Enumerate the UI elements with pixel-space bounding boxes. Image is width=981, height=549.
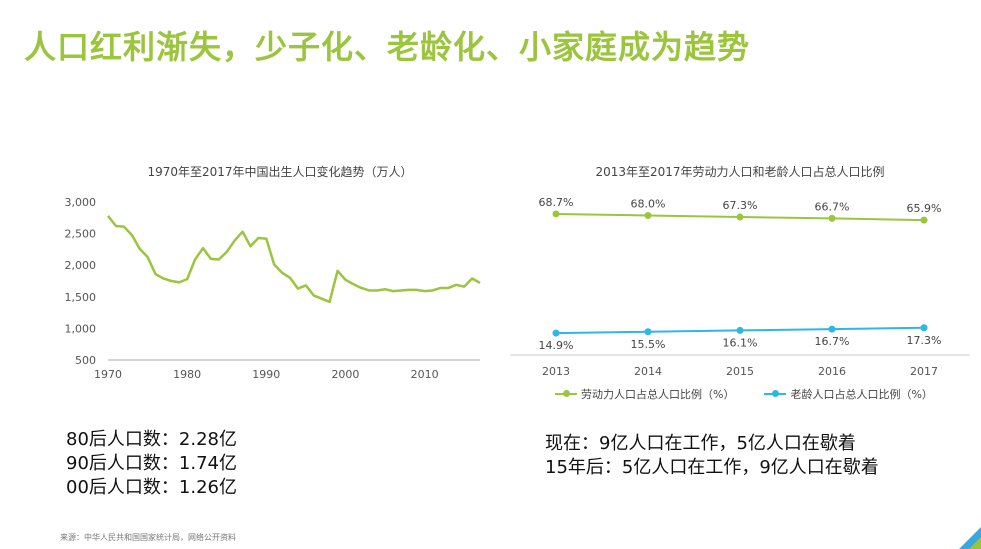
- x-tick-label: 2014: [634, 365, 662, 378]
- elderly-data-label: 16.1%: [723, 336, 758, 349]
- elderly-point: [736, 326, 744, 334]
- ratio-chart: 2013 2014 2015 2016 2017 68.7% 68.0% 67.3% 66.7%…: [510, 196, 970, 378]
- x-tick-label: 1970: [94, 368, 122, 381]
- stat-now: 现在：9亿人口在工作，5亿人口在歇着: [545, 433, 856, 454]
- generation-stats: 80后人口数：2.28亿 90后人口数：1.74亿 00后人口数：1.26亿: [66, 428, 237, 500]
- x-tick-label: 2010: [411, 368, 439, 381]
- ratio-chart-legend: 劳动力人口占总人口比例（%） 老龄人口占总人口比例（%）: [555, 386, 963, 402]
- labor-point: [644, 212, 652, 219]
- elderly-point: [920, 324, 928, 332]
- workforce-stats: 现在：9亿人口在工作，5亿人口在歇着 15年后：5亿人口在工作，9亿人口在歇着: [545, 432, 879, 480]
- x-tick-label: 2016: [818, 365, 846, 378]
- labor-point: [828, 214, 836, 222]
- legend-label-elderly: 老龄人口占总人口比例（%）: [790, 388, 933, 401]
- legend-swatch-elderly: [764, 390, 787, 397]
- elderly-data-label: 16.7%: [815, 335, 850, 348]
- x-tick-label: 2017: [910, 365, 938, 378]
- stat-00s: 00后人口数：1.26亿: [66, 477, 237, 498]
- labor-data-label: 66.7%: [815, 200, 850, 213]
- y-tick-label: 2,000: [65, 259, 97, 272]
- elderly-data-label: 15.5%: [631, 338, 666, 351]
- stat-80s: 80后人口数：2.28亿: [66, 429, 237, 450]
- elderly-data-label: 17.3%: [907, 334, 942, 347]
- y-tick-label: 1,500: [65, 291, 97, 304]
- birth-series-line: [107, 215, 481, 304]
- y-tick-label: 3,000: [65, 196, 97, 209]
- corner-decoration-green: [969, 537, 981, 549]
- labor-data-label: 65.9%: [907, 202, 942, 215]
- legend-label-labor: 劳动力人口占总人口比例（%）: [581, 388, 735, 401]
- y-tick-label: 1,000: [65, 322, 97, 335]
- elderly-point: [828, 325, 836, 333]
- ratio-chart-title: 2013年至2017年劳动力人口和老龄人口占总人口比例: [595, 165, 885, 179]
- birth-chart-title: 1970年至2017年中国出生人口变化趋势（万人）: [147, 165, 413, 179]
- labor-data-label: 68.7%: [539, 196, 574, 209]
- legend-item-labor: 劳动力人口占总人口比例（%）: [555, 386, 734, 402]
- elderly-data-label: 14.9%: [539, 339, 574, 352]
- source-note: 来源：中华人民共和国国家统计局，网络公开资料: [60, 533, 236, 542]
- labor-point: [920, 216, 928, 224]
- x-tick-label: 2000: [331, 368, 359, 381]
- labor-point: [552, 210, 560, 218]
- stat-15-years: 15年后：5亿人口在工作，9亿人口在歇着: [545, 457, 879, 478]
- y-tick-label: 2,500: [65, 228, 97, 241]
- legend-item-elderly: 老龄人口占总人口比例（%）: [764, 386, 933, 402]
- y-tick-label: 500: [75, 354, 96, 367]
- labor-data-label: 67.3%: [723, 199, 758, 212]
- labor-point: [736, 213, 744, 221]
- x-tick-label: 2013: [542, 365, 570, 378]
- page-title: 人口红利渐失，少子化、老龄化、小家庭成为趋势: [24, 28, 751, 66]
- elderly-point: [644, 328, 652, 336]
- elderly-point: [552, 329, 560, 337]
- x-tick-label: 1980: [173, 368, 201, 381]
- stat-90s: 90后人口数：1.74亿: [66, 453, 237, 474]
- x-tick-label: 1990: [252, 368, 280, 381]
- x-tick-label: 2015: [726, 365, 754, 378]
- labor-data-label: 68.0%: [631, 198, 666, 211]
- legend-swatch-labor: [555, 390, 577, 397]
